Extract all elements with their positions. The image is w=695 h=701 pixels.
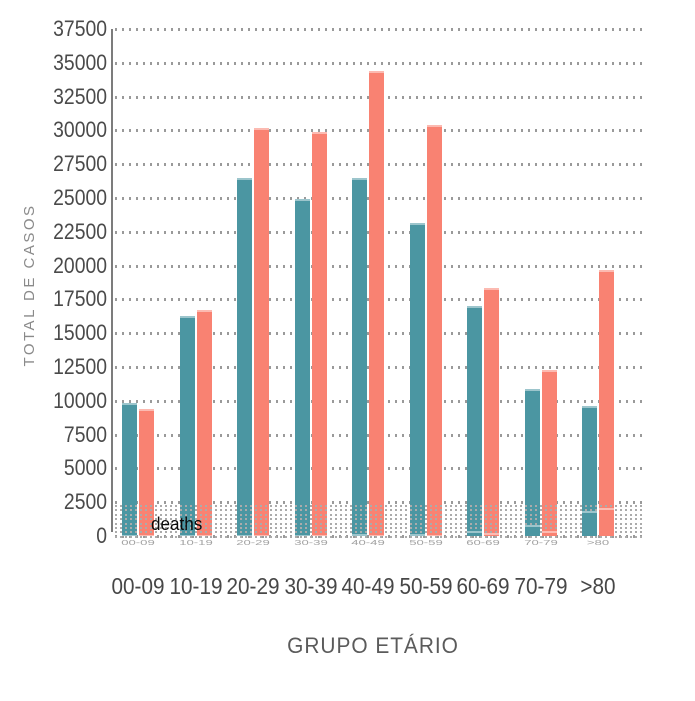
deaths-serie-1-bar: [352, 533, 367, 536]
y-tick-label: 10000: [53, 387, 107, 413]
x-tick-label: 30-39: [284, 573, 337, 599]
deaths-serie-2-bar: [599, 507, 614, 536]
ghost-x-label: 40-49: [351, 539, 385, 547]
casos-serie-1-bar: [524, 389, 540, 536]
deaths-serie-1-bar: [409, 533, 425, 536]
deaths-gridline: [115, 513, 642, 516]
deaths-serie-2-bar: [541, 530, 557, 536]
casos-serie-2-bar: [541, 370, 557, 536]
deaths-serie-1-bar: [524, 524, 540, 536]
y-tick-label: 0: [96, 523, 107, 548]
deaths-serie-2-bar: [426, 534, 442, 536]
deaths-gridline: [115, 505, 642, 507]
deaths-serie-2-bar: [311, 535, 327, 536]
ghost-x-label: 20-29: [236, 539, 270, 547]
ghost-x-label: 50-59: [408, 539, 443, 547]
ghost-x-label: >80: [586, 539, 610, 547]
casos-serie-1-bar: [352, 177, 367, 536]
deaths-serie-2-bar: [139, 535, 154, 536]
deaths-serie-1-bar: [582, 510, 597, 536]
deaths-serie-2-bar: [254, 535, 269, 536]
gridline: [115, 28, 642, 31]
deaths-gridline: [115, 518, 642, 521]
deaths-inset-label: deaths: [151, 514, 203, 534]
y-tick-label: 5000: [63, 455, 107, 481]
deaths-gridline: [115, 509, 642, 512]
x-tick-label: 50-59: [399, 573, 452, 599]
deaths-serie-2-bar: [196, 535, 212, 536]
casos-serie-2-bar: [426, 125, 442, 536]
deaths-gridline: [115, 531, 642, 534]
deaths-serie-2-bar: [369, 534, 384, 536]
y-tick-label: 22500: [53, 218, 107, 244]
casos-serie-2-bar: [196, 309, 212, 536]
y-tick-label: 15000: [53, 320, 107, 346]
ghost-x-label: 00-09: [121, 539, 155, 547]
casos-serie-2-bar: [369, 70, 384, 536]
ghost-x-label: 30-39: [293, 539, 328, 547]
casos-serie-2-bar: [311, 131, 327, 536]
x-tick-label: 00-09: [111, 573, 165, 599]
casos-serie-1-bar: [122, 402, 137, 536]
y-tick-label: 37500: [53, 16, 107, 41]
plot-area: deaths: [111, 28, 648, 538]
x-axis-title: GRUPO ETÁRIO: [287, 633, 459, 658]
gridline: [115, 61, 642, 65]
casos-serie-2-bar: [484, 287, 499, 536]
casos-serie-1-bar: [409, 223, 425, 536]
casos-serie-1-bar: [582, 406, 597, 536]
casos-serie-1-bar: [467, 306, 482, 536]
deaths-gridline: [115, 535, 642, 538]
x-tick-label: 20-29: [226, 573, 280, 599]
x-tick-label: 40-49: [341, 573, 395, 599]
deaths-serie-1-bar: [179, 535, 195, 536]
deaths-gridline: [115, 527, 642, 529]
ghost-x-label: 70-79: [523, 539, 558, 547]
y-tick-label: 25000: [53, 185, 107, 210]
y-tick-label: 35000: [53, 49, 107, 75]
deaths-serie-1-bar: [237, 535, 252, 536]
casos-serie-1-bar: [237, 177, 252, 536]
casos-serie-2-bar: [254, 127, 269, 536]
y-tick-label: 7500: [63, 421, 107, 447]
ghost-x-label: 10-19: [178, 539, 213, 547]
deaths-serie-1-bar: [467, 531, 482, 536]
y-tick-label: 32500: [53, 83, 107, 109]
deaths-serie-2-bar: [484, 533, 499, 536]
deaths-inset-panel: deaths: [113, 505, 648, 538]
x-tick-label: 10-19: [169, 573, 222, 599]
x-tick-label: 70-79: [514, 573, 567, 599]
ghost-x-label: 60-69: [466, 539, 500, 547]
deaths-serie-1-bar: [294, 534, 310, 536]
y-tick-label: 20000: [53, 252, 107, 278]
casos-serie-2-bar: [599, 269, 614, 536]
y-tick-label: 27500: [53, 151, 107, 177]
deaths-serie-1-bar: [122, 535, 137, 536]
y-tick-label: 17500: [53, 286, 107, 312]
y-tick-label: 12500: [53, 354, 107, 379]
y-tick-label: 30000: [53, 117, 107, 143]
casos-serie-1-bar: [179, 315, 195, 536]
x-tick-label: 60-69: [456, 573, 510, 599]
deaths-gridline: [115, 522, 642, 525]
x-tick-label: >80: [580, 573, 616, 599]
y-axis-line: [111, 29, 113, 532]
casos-serie-2-bar: [139, 408, 154, 536]
y-tick-label: 2500: [63, 489, 107, 515]
casos-serie-1-bar: [294, 199, 310, 536]
